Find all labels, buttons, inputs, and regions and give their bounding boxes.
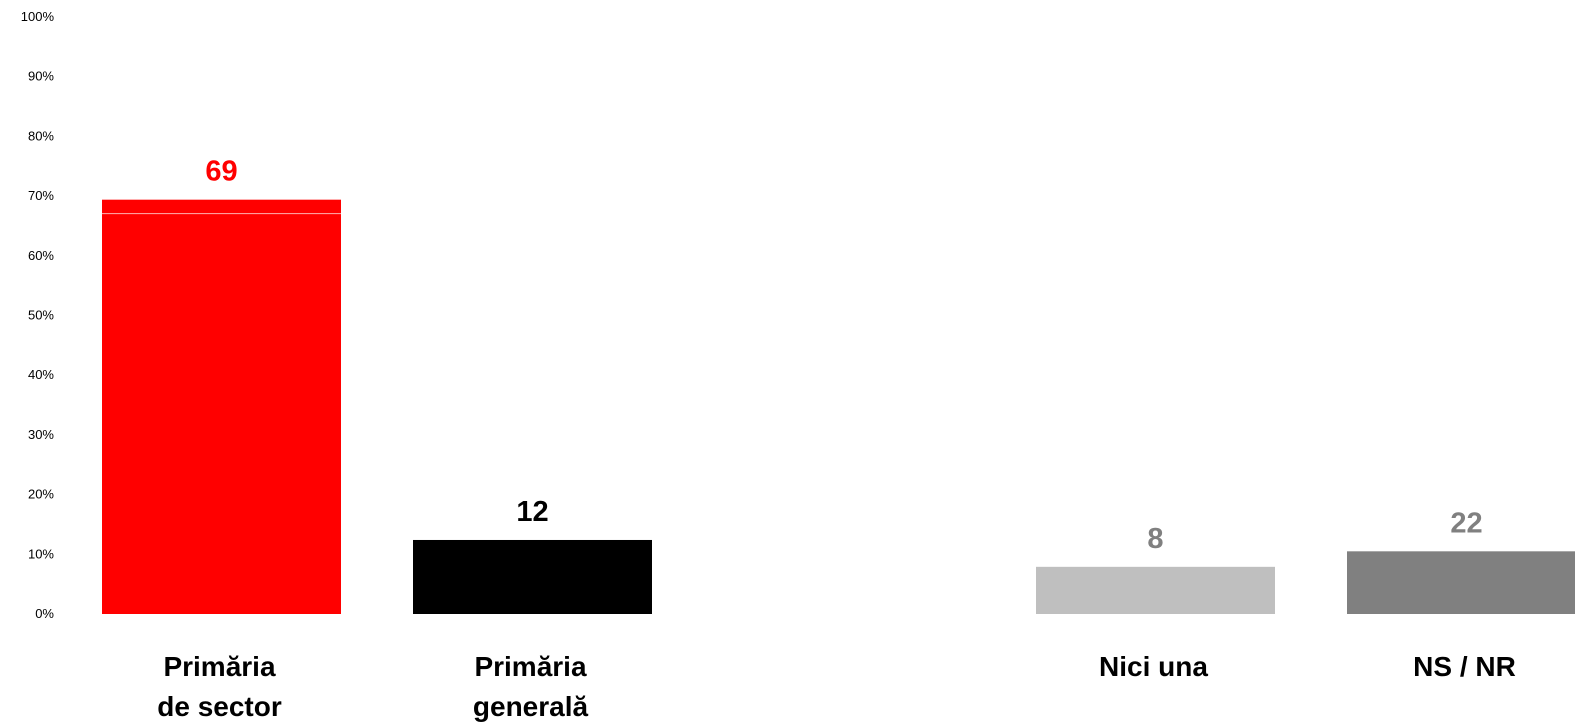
y-axis: 0% 10% 20% 30% 40% 50% 60% 70% 80% 90% 100% — [21, 9, 55, 621]
y-tick-label: 70% — [28, 188, 54, 203]
data-label: 8 — [1147, 523, 1163, 555]
data-label: 69 — [205, 156, 237, 188]
data-labels: 69 12 8 22 — [205, 156, 1482, 555]
category-label: generală — [473, 691, 589, 722]
y-tick-label: 60% — [28, 248, 54, 263]
y-tick-label: 40% — [28, 367, 54, 382]
bar — [1347, 551, 1575, 614]
category-label: NS / NR — [1413, 651, 1516, 682]
bar — [413, 539, 652, 614]
category-labels: Primăria de sector Primăria generală Nici un… — [157, 651, 1516, 722]
y-tick-label: 0% — [35, 606, 54, 621]
y-tick-label: 10% — [28, 546, 54, 561]
category-label: de sector — [157, 691, 282, 722]
data-label: 22 — [1450, 507, 1482, 539]
y-tick-label: 50% — [28, 308, 54, 323]
bars — [102, 199, 1575, 614]
y-tick-label: 30% — [28, 427, 54, 442]
category-label: Primăria — [474, 651, 586, 682]
category-label: Primăria — [163, 651, 275, 682]
y-tick-label: 90% — [28, 69, 54, 84]
y-tick-label: 80% — [28, 128, 54, 143]
data-label: 12 — [516, 496, 548, 528]
bar — [102, 199, 341, 614]
bar — [1036, 566, 1275, 614]
y-tick-label: 100% — [21, 9, 55, 24]
category-label: Nici una — [1099, 651, 1208, 682]
y-tick-label: 20% — [28, 487, 54, 502]
